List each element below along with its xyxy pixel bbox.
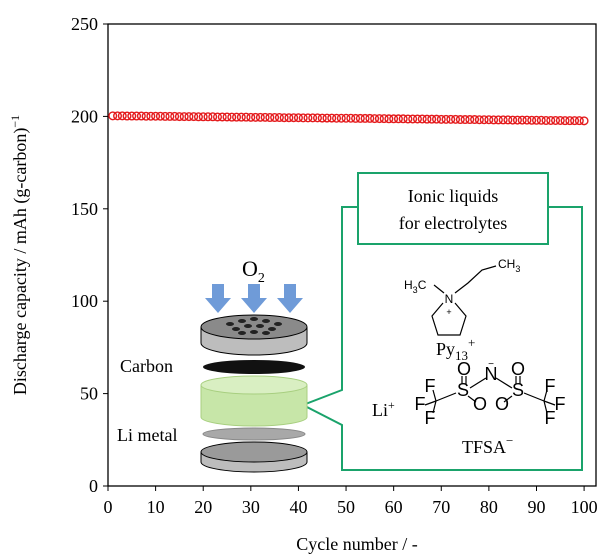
atom: C xyxy=(418,278,427,292)
li-metal-label: Li metal xyxy=(117,425,177,445)
li-disk xyxy=(203,428,305,440)
arrow xyxy=(277,284,303,313)
y-tick-label: 150 xyxy=(71,199,98,219)
x-tick-label: 90 xyxy=(527,497,545,517)
point xyxy=(580,117,588,125)
x-tick-label: 100 xyxy=(571,497,598,517)
box-title-2: for electrolytes xyxy=(399,213,507,233)
atom: CH xyxy=(498,257,515,271)
x-tick-label: 70 xyxy=(432,497,450,517)
title-box xyxy=(358,173,548,244)
x-tick-label: 30 xyxy=(242,497,260,517)
atom: H xyxy=(404,278,413,292)
electrolyte-top xyxy=(201,376,307,394)
x-tick-label: 10 xyxy=(147,497,165,517)
box-title-1: Ionic liquids xyxy=(408,186,499,206)
x-tick-label: 40 xyxy=(289,497,307,517)
y-axis-label: Discharge capacity / mAh (g-carbon)−1 xyxy=(8,115,31,395)
x-tick-label: 80 xyxy=(480,497,498,517)
inset: Ionic liquids for electrolytes O2 Carbon… xyxy=(117,173,582,472)
y-tick-label: 50 xyxy=(80,384,98,404)
x-tick-label: 60 xyxy=(385,497,403,517)
atom: F xyxy=(425,408,436,428)
arrow xyxy=(205,284,231,313)
y-tick-label: 200 xyxy=(71,106,98,126)
anion-charge: − xyxy=(488,359,494,370)
cation-sup: + xyxy=(468,335,475,350)
gas-label: O2 xyxy=(242,256,265,286)
li-sup: + xyxy=(388,398,395,412)
atom: F xyxy=(545,408,556,428)
atom: F xyxy=(425,376,436,396)
li: Li xyxy=(372,400,388,420)
anion-sup: − xyxy=(506,433,513,448)
atom: F xyxy=(555,394,566,414)
arrows xyxy=(205,284,303,313)
x-axis-label: Cycle number / - xyxy=(296,534,417,554)
bottom-disk xyxy=(201,442,307,462)
y-tick-label: 0 xyxy=(89,476,98,496)
carbon-label: Carbon xyxy=(120,356,173,376)
y-tick-label: 100 xyxy=(71,291,98,311)
atom-sub: 3 xyxy=(515,264,520,274)
atom: O xyxy=(511,359,525,379)
cation-plus: + xyxy=(446,307,451,317)
atom: O xyxy=(457,359,471,379)
arrow xyxy=(241,284,267,313)
cation: Py xyxy=(436,339,455,359)
x-tick-label: 20 xyxy=(194,497,212,517)
x-tick-label: 50 xyxy=(337,497,355,517)
atom: S xyxy=(512,380,524,400)
carbon-disk xyxy=(203,360,305,374)
atom: S xyxy=(457,380,469,400)
anion: TFSA xyxy=(462,437,506,457)
atom: O xyxy=(473,394,487,414)
cation-n: N xyxy=(445,292,454,306)
atom: O xyxy=(495,394,509,414)
y-label-sup: −1 xyxy=(8,115,22,128)
chart: 0 50 100 150 200 250 0 10 20 30 40 50 60 70 80 90 100 Cy… xyxy=(0,0,598,558)
y-label-text: Discharge capacity / mAh (g-carbon) xyxy=(10,128,31,396)
gas-sub: 2 xyxy=(258,271,265,286)
atom: F xyxy=(545,376,556,396)
anion-label: TFSA− xyxy=(462,433,513,457)
gas: O xyxy=(242,256,258,281)
x-tick-label: 0 xyxy=(104,497,113,517)
y-tick-label: 250 xyxy=(71,14,98,34)
